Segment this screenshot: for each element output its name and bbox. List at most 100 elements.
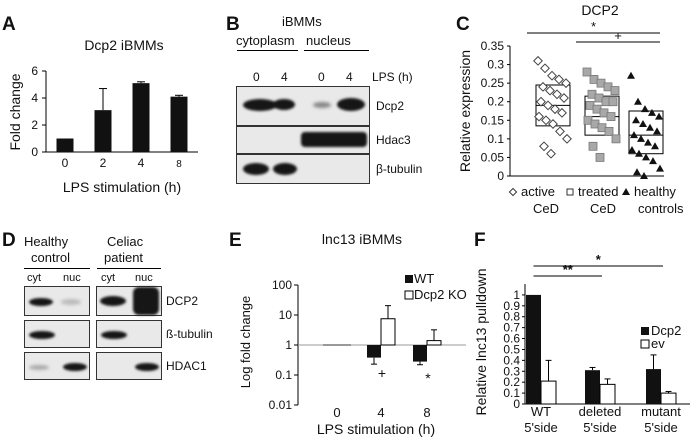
chart-c-point xyxy=(538,81,548,92)
chart-f-xtick-label: deleted xyxy=(579,404,622,419)
chart-c-point xyxy=(632,116,640,124)
chart-c-point xyxy=(639,120,647,127)
chart-f-xtick-label: mutant xyxy=(641,404,681,419)
chart-c-point xyxy=(644,138,652,146)
panel-label-e: E xyxy=(229,230,242,251)
chart-c-point xyxy=(541,115,551,126)
blot-d-group1-line2: control xyxy=(31,250,71,265)
chart-c-ytick-label: 0.35 xyxy=(481,39,505,53)
chart-f-legend-swatch-ev xyxy=(640,339,650,349)
chart-c-point xyxy=(559,93,569,103)
chart-a-xlabel: LPS stimulation (h) xyxy=(63,179,181,195)
blot-b-lane-4: 4 xyxy=(346,70,353,84)
chart-a-bar xyxy=(170,96,188,152)
chart-a-bar xyxy=(94,110,112,152)
chart-c-xtick-label-2: CeD xyxy=(533,201,559,216)
chart-f-significance-label: ** xyxy=(563,262,574,277)
panel-label-f: F xyxy=(474,230,486,251)
chart-c-point xyxy=(534,111,544,122)
blot-d-underline-1 xyxy=(24,268,90,269)
blot-b-title: iBMMs xyxy=(282,14,322,29)
blot-d-row-dcp2-left xyxy=(24,286,90,316)
chart-e-bar-wt xyxy=(367,345,381,358)
chart-e-xlabel: LPS stimulation (h) xyxy=(317,421,435,437)
blot-d-row-hdac1-right xyxy=(96,352,162,380)
chart-f-bar-ev xyxy=(599,383,616,405)
chart-f-bar-dcp2 xyxy=(526,294,541,404)
blot-b-row-dcp2 xyxy=(236,86,370,126)
blot-b-lane-2: 4 xyxy=(281,70,288,84)
chart-c-xtick-label: active xyxy=(521,184,555,199)
chart-e-legend-swatch-wt xyxy=(405,275,413,283)
chart-e-ylabel: Log fold change xyxy=(238,296,253,389)
chart-c-point xyxy=(582,67,592,77)
blot-b-lane-3: 0 xyxy=(318,70,325,84)
blot-d-lane-3: cyt xyxy=(101,272,116,284)
chart-c-point xyxy=(653,127,661,135)
blot-b-row-hdac3 xyxy=(236,126,370,154)
chart-c-point xyxy=(635,149,643,157)
chart-c-point xyxy=(548,119,558,129)
chart-a-ytick-label: 0 xyxy=(31,145,38,159)
chart-f-bar-ev xyxy=(540,380,557,405)
chart-c-point xyxy=(606,112,616,121)
chart-c-legend-symbol xyxy=(566,188,574,196)
chart-c-xtick-label: treated xyxy=(578,184,618,199)
chart-e-legend-swatch-ko xyxy=(404,290,414,300)
chart-c-point xyxy=(543,100,553,111)
chart-e-bar-wt xyxy=(413,345,427,362)
chart-f-ytick-label: 1 xyxy=(513,288,520,302)
chart-c-point xyxy=(641,105,649,113)
chart-e-title: lnc13 iBMMs xyxy=(322,231,402,247)
chart-c-significance-label: + xyxy=(614,28,622,43)
blot-b-col-nucleus: nucleus xyxy=(306,33,351,48)
chart-c-significance-label: * xyxy=(591,19,596,34)
blot-d-underline-2 xyxy=(97,268,161,269)
chart-c-point xyxy=(628,146,636,153)
chart-c-point xyxy=(604,127,614,136)
chart-c-ytick-label: 0.05 xyxy=(481,150,505,164)
chart-f-ytick-label: 0.1 xyxy=(503,386,520,400)
chart-c-point xyxy=(630,131,638,139)
chart-f-ytick-label: 0 xyxy=(513,397,520,411)
blot-d-label-tubulin: ß-tubulin xyxy=(166,327,213,341)
blot-b-cyto-underline xyxy=(237,50,298,51)
chart-f-ylabel: Relative lnc13 pulldown xyxy=(473,268,489,415)
chart-c-point xyxy=(642,153,650,161)
blot-b-label-tubulin: β-tubulin xyxy=(376,162,423,176)
chart-c-point xyxy=(546,148,556,159)
blot-d-label-dcp2: DCP2 xyxy=(166,294,199,308)
chart-c-point xyxy=(536,96,546,107)
blot-b-col-cytoplasm: cytoplasm xyxy=(236,33,295,48)
chart-f-xtick-label-2: 5'side xyxy=(524,420,558,435)
chart-c-legend-symbol xyxy=(508,187,518,197)
blot-b-label-dcp2: Dcp2 xyxy=(376,99,405,113)
chart-e-legend-wt: WT xyxy=(414,271,434,286)
chart-f-ytick-label: 0.8 xyxy=(503,310,520,324)
chart-c-xtick-label-2: controls xyxy=(638,201,684,216)
chart-f-ytick-label: 0.4 xyxy=(503,353,520,367)
chart-a-ylabel: Fold change xyxy=(7,73,23,150)
chart-c-point xyxy=(540,63,550,74)
chart-e-bar-ko xyxy=(380,318,396,346)
chart-c-point xyxy=(595,153,605,162)
chart-c-ytick-label: 0.2 xyxy=(487,95,504,109)
chart-a-xtick-label: 8 xyxy=(176,159,182,170)
chart-f-ytick-label: 0.9 xyxy=(503,299,520,313)
chart-a-xtick-label: 0 xyxy=(62,156,69,170)
chart-c-point xyxy=(646,123,654,131)
chart-c-point xyxy=(552,89,562,100)
chart-c-point xyxy=(545,85,555,96)
chart-f-significance-label: * xyxy=(596,252,602,267)
chart-c-point xyxy=(557,107,567,118)
chart-c-point xyxy=(555,126,565,137)
panel-label-b: B xyxy=(226,14,240,35)
chart-c-point xyxy=(655,112,663,120)
chart-f-ytick-label: 0.7 xyxy=(503,321,520,335)
chart-a-ytick-label: 2 xyxy=(31,118,38,132)
chart-e-legend-ko: Dcp2 KO xyxy=(414,287,467,302)
chart-c-point xyxy=(554,74,564,85)
chart-a-ytick-label: 6 xyxy=(31,64,38,78)
chart-e-annotation: * xyxy=(425,370,431,386)
